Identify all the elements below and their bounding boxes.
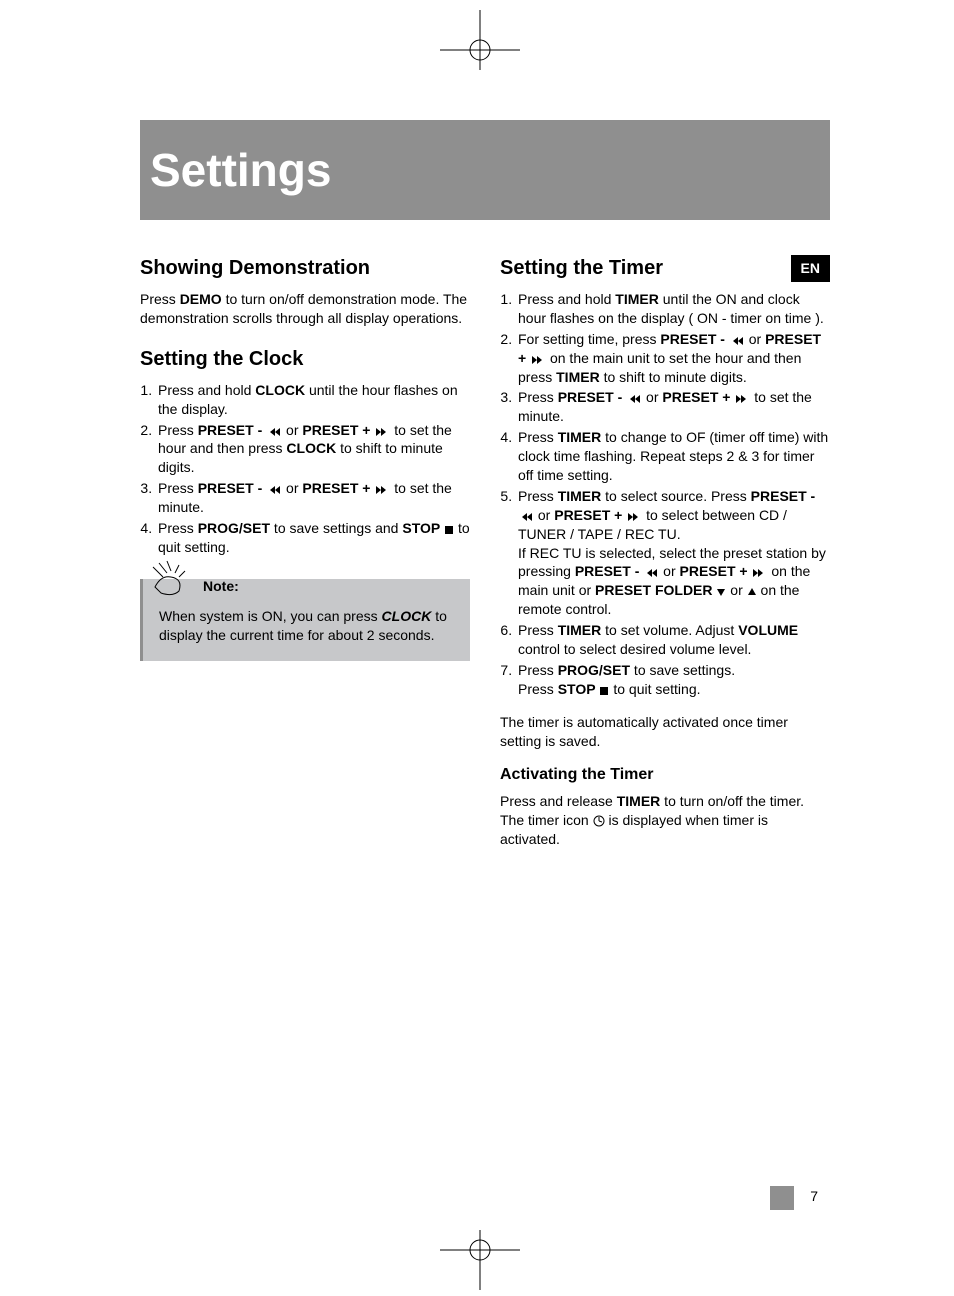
- activating-paragraph: Press and release TIMER to turn on/off t…: [500, 792, 830, 849]
- note-hand-icon: [149, 557, 193, 601]
- page-title: Settings: [140, 139, 331, 201]
- skip-fwd-icon: [374, 422, 390, 438]
- heading-timer: Setting the Timer: [500, 255, 830, 282]
- stop-icon: [599, 681, 609, 697]
- heading-clock: Setting the Clock: [140, 346, 470, 373]
- stop-icon: [444, 520, 454, 536]
- skip-fwd-icon: [751, 563, 767, 579]
- note-box: Note: When system is ON, you can press C…: [140, 579, 470, 661]
- skip-fwd-icon: [530, 350, 546, 366]
- note-body: When system is ON, you can press CLOCK t…: [159, 607, 454, 645]
- skip-back-icon: [643, 563, 659, 579]
- clock-step-3: Press PRESET - or PRESET + to set the mi…: [156, 479, 470, 517]
- triangle-down-icon: [716, 582, 726, 598]
- skip-back-icon: [518, 507, 534, 523]
- content-columns: Showing Demonstration Press DEMO to turn…: [140, 255, 830, 859]
- heading-activating: Activating the Timer: [500, 764, 830, 786]
- triangle-up-icon: [747, 582, 757, 598]
- timer-step-4: Press TIMER to change to OF (timer off t…: [516, 428, 830, 485]
- skip-back-icon: [266, 422, 282, 438]
- skip-back-icon: [626, 389, 642, 405]
- timer-step-7: Press PROG/SET to save settings. Press S…: [516, 661, 830, 699]
- timer-step-6: Press TIMER to set volume. Adjust VOLUME…: [516, 621, 830, 659]
- clock-step-2: Press PRESET - or PRESET + to set the ho…: [156, 421, 470, 478]
- page-number-box: [770, 1186, 794, 1210]
- crop-mark-bottom: [440, 1210, 520, 1290]
- crop-mark-top: [440, 10, 520, 90]
- note-label: Note:: [203, 577, 239, 596]
- clock-step-1: Press and hold CLOCK until the hour flas…: [156, 381, 470, 419]
- clock-steps: Press and hold CLOCK until the hour flas…: [140, 381, 470, 557]
- clock-icon: [593, 812, 605, 828]
- heading-demo: Showing Demonstration: [140, 255, 470, 282]
- timer-step-1: Press and hold TIMER until the ON and cl…: [516, 290, 830, 328]
- language-tag: EN: [791, 255, 830, 282]
- skip-back-icon: [729, 331, 745, 347]
- skip-fwd-icon: [374, 480, 390, 496]
- timer-closing: The timer is automatically activated onc…: [500, 713, 830, 751]
- right-column: EN Setting the Timer Press and hold TIME…: [500, 255, 830, 859]
- clock-step-4: Press PROG/SET to save settings and STOP…: [156, 519, 470, 557]
- timer-steps: Press and hold TIMER until the ON and cl…: [500, 290, 830, 699]
- demo-paragraph: Press DEMO to turn on/off demonstration …: [140, 290, 470, 328]
- skip-back-icon: [266, 480, 282, 496]
- timer-step-2: For setting time, press PRESET - or PRES…: [516, 330, 830, 387]
- page-number: 7: [810, 1187, 818, 1206]
- page-header: Settings: [140, 120, 830, 220]
- left-column: Showing Demonstration Press DEMO to turn…: [140, 255, 470, 859]
- timer-step-3: Press PRESET - or PRESET + to set the mi…: [516, 388, 830, 426]
- skip-fwd-icon: [626, 507, 642, 523]
- skip-fwd-icon: [734, 389, 750, 405]
- timer-step-5: Press TIMER to select source. Press PRES…: [516, 487, 830, 619]
